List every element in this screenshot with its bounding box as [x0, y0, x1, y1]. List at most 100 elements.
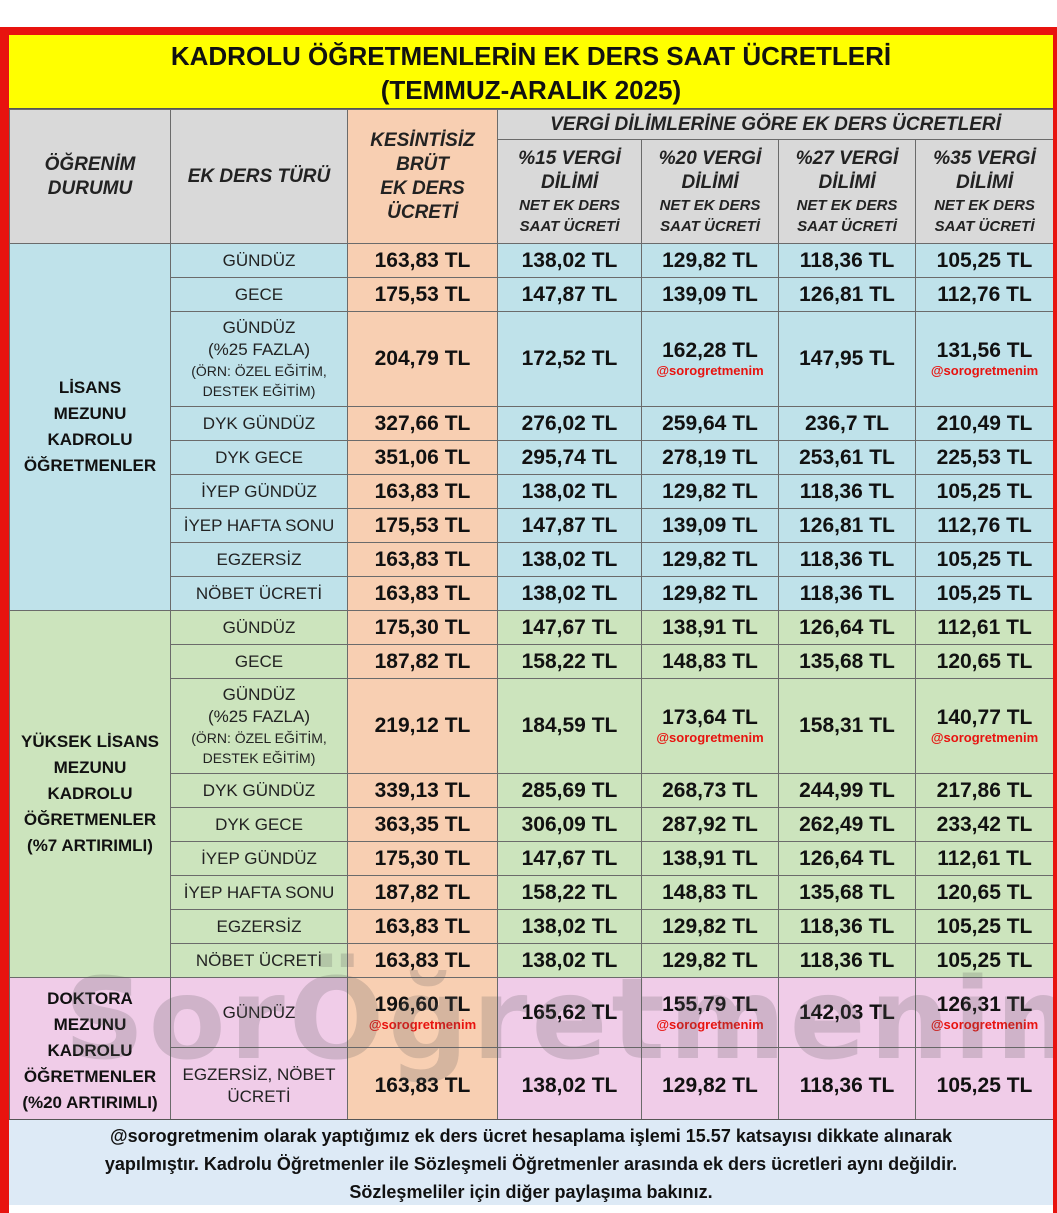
group-label-line: MEZUNU [53, 404, 127, 423]
ek-ders-turu-cell: GÜNDÜZ [170, 610, 348, 645]
ek-ders-turu: DYK GECE [215, 447, 303, 467]
ek-ders-turu-cell: İYEP HAFTA SONU [170, 508, 348, 543]
net-ucret-cell: 118,36 TL [778, 909, 916, 944]
brut-ucret-cell: 363,35 TL [347, 807, 498, 842]
net-ucret-cell: 135,68 TL [778, 644, 916, 679]
brut-ucret-cell: 175,53 TL [347, 277, 498, 312]
ek-ders-turu: GÜNDÜZ [222, 1002, 296, 1022]
net-ucret-cell: 138,91 TL [641, 610, 779, 645]
brut-ucret: 363,35 TL [374, 812, 471, 836]
net-ucret-cell: 118,36 TL [778, 474, 916, 509]
group-label-line: (%7 ARTIRIMLI) [27, 836, 153, 855]
net-ucret: 131,56 TL [936, 339, 1033, 362]
handle-tag: @sorogretmenim [656, 1016, 764, 1032]
net-ucret-cell: 138,02 TL [497, 542, 642, 577]
table-row: GÜNDÜZ (%25 FAZLA) (ÖRN: ÖZEL EĞİTİM, DESTE… [10, 678, 1053, 774]
net-ucret-cell: 138,02 TL [497, 576, 642, 611]
net-label-1: NET EK DERS [796, 196, 898, 214]
net-ucret: 210,49 TL [936, 411, 1033, 435]
ek-ders-turu: GÜNDÜZ [222, 617, 296, 637]
net-ucret-cell: 147,67 TL [497, 841, 642, 876]
net-ucret-cell: 129,82 TL [641, 909, 779, 944]
net-ucret-cell: 112,61 TL [914, 841, 1053, 876]
ek-ders-turu-cell: İYEP GÜNDÜZ [170, 474, 348, 509]
brut-ucret: 339,13 TL [374, 778, 471, 802]
ek-ders-turu: EGZERSİZ [216, 549, 302, 569]
net-ucret-cell: 138,02 TL [497, 943, 642, 978]
net-ucret-cell: 158,22 TL [497, 644, 642, 679]
net-ucret: 259,64 TL [662, 411, 758, 435]
net-ucret: 135,68 TL [799, 649, 895, 673]
brut-ucret-cell: 175,53 TL [347, 508, 498, 543]
net-ucret-cell: 268,73 TL [641, 773, 779, 808]
net-ucret: 147,87 TL [521, 513, 618, 537]
net-ucret-cell: 139,09 TL [641, 508, 779, 543]
net-ucret: 138,91 TL [662, 846, 758, 870]
net-ucret-cell: 129,82 TL [641, 243, 779, 278]
ek-ders-turu-cell: DYK GÜNDÜZ [170, 406, 348, 441]
title-line-1: KADROLU ÖĞRETMENLERİN EK DERS SAAT ÜCRET… [170, 41, 892, 71]
net-ucret: 148,83 TL [662, 649, 758, 673]
group-label-line: ÖĞRETMENLER [23, 456, 157, 475]
ek-ders-turu: İYEP HAFTA SONU [183, 882, 335, 902]
brut-ucret: 163,83 TL [374, 1073, 471, 1097]
net-ucret-cell: 210,49 TL [914, 406, 1053, 441]
brut-ucret: 163,83 TL [374, 547, 471, 571]
group-label-line: KADROLU [47, 784, 133, 803]
header-vergi-dilimi: %27 VERGİ DİLİMİ NET EK DERS SAAT ÜCRETİ [778, 139, 916, 244]
net-ucret: 165,62 TL [521, 1000, 618, 1024]
ek-ders-turu-sub: ÜCRETİ [227, 1086, 291, 1106]
net-label-2: SAAT ÜCRETİ [660, 217, 760, 235]
handle-tag: @sorogretmenim [368, 1016, 477, 1032]
brut-ucret: 187,82 TL [374, 880, 471, 904]
ek-ders-turu-cell: İYEP GÜNDÜZ [170, 841, 348, 876]
handle-tag: @sorogretmenim [930, 730, 1039, 745]
ek-ders-turu: DYK GÜNDÜZ [202, 780, 316, 800]
net-ucret: 306,09 TL [521, 812, 618, 836]
ek-ders-turu-cell: EGZERSİZ, NÖBET ÜCRETİ [170, 1047, 348, 1124]
net-ucret: 105,25 TL [936, 948, 1033, 972]
net-ucret-cell: 126,81 TL [778, 508, 916, 543]
brut-ucret: 327,66 TL [374, 411, 471, 435]
net-ucret-cell: 129,82 TL [641, 943, 779, 978]
net-ucret: 147,67 TL [521, 615, 618, 639]
header-vergi-dilimi: %15 VERGİ DİLİMİ NET EK DERS SAAT ÜCRETİ [497, 139, 642, 244]
net-ucret-cell: 138,91 TL [641, 841, 779, 876]
brut-ucret: 175,30 TL [374, 846, 471, 870]
net-ucret: 118,36 TL [799, 479, 895, 503]
net-ucret-cell: 118,36 TL [778, 1047, 916, 1124]
net-ucret: 129,82 TL [662, 547, 758, 571]
net-ucret-cell: 140,77 TL @sorogretmenim [914, 678, 1053, 774]
net-ucret-cell: 105,25 TL [914, 1047, 1053, 1124]
net-ucret-cell: 285,69 TL [497, 773, 642, 808]
net-ucret: 118,36 TL [799, 547, 895, 571]
brut-ucret: 175,53 TL [374, 513, 471, 537]
net-label-2: SAAT ÜCRETİ [934, 217, 1035, 235]
net-ucret: 138,02 TL [521, 581, 618, 605]
net-ucret: 158,22 TL [521, 880, 618, 904]
net-ucret-cell: 120,65 TL [914, 875, 1053, 910]
header-vergi-dilimleri: VERGİ DİLİMLERİNE GÖRE EK DERS ÜCRETLERİ [496, 109, 1053, 140]
table-row: EGZERSİZ 163,83 TL 138,02 TL 129,82 TL 118,3… [10, 909, 1053, 944]
net-ucret-cell: 172,52 TL [497, 311, 642, 407]
net-ucret: 118,36 TL [799, 581, 895, 605]
net-ucret: 105,25 TL [936, 479, 1033, 503]
group-label-line: (%20 ARTIRIMLI) [22, 1092, 158, 1112]
net-ucret: 253,61 TL [799, 445, 895, 469]
net-ucret: 112,61 TL [937, 615, 1032, 639]
brut-ucret-cell: 175,30 TL [347, 841, 498, 876]
net-ucret: 105,25 TL [936, 248, 1033, 272]
net-ucret-cell: 147,87 TL [497, 277, 642, 312]
table-row: GECE 187,82 TL 158,22 TL 148,83 TL 135,68 TL… [10, 644, 1053, 679]
ek-ders-turu: DYK GÜNDÜZ [202, 413, 316, 433]
net-ucret-cell: 259,64 TL [641, 406, 779, 441]
handle-tag: @sorogretmenim [930, 363, 1039, 378]
net-ucret-cell: 233,42 TL [914, 807, 1053, 842]
net-ucret: 138,02 TL [521, 479, 618, 503]
net-ucret-cell: 147,67 TL [497, 610, 642, 645]
net-ucret: 184,59 TL [521, 714, 618, 737]
brut-ucret-cell: 196,60 TL @sorogretmenim [347, 977, 498, 1048]
net-ucret-cell: 142,03 TL [778, 977, 916, 1048]
ek-ders-turu-cell: DYK GECE [170, 440, 348, 475]
net-ucret-cell: 173,64 TL @sorogretmenim [641, 678, 779, 774]
